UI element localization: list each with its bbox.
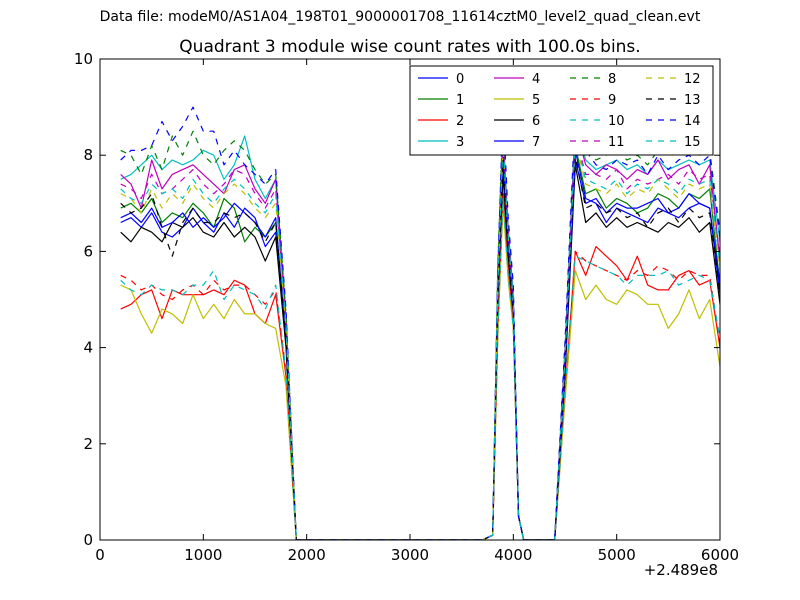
legend-label: 12 xyxy=(684,72,701,87)
series-line-2 xyxy=(120,193,720,540)
legend-label: 2 xyxy=(456,114,464,129)
legend-entry-10: 10 xyxy=(570,114,625,129)
legend-label: 3 xyxy=(456,135,464,150)
x-tick-label: 3000 xyxy=(391,546,429,564)
legend-entry-0: 0 xyxy=(418,72,464,87)
chart-title: Quadrant 3 module wise count rates with … xyxy=(179,37,641,57)
legend-label: 0 xyxy=(456,72,464,87)
y-tick-label: 2 xyxy=(83,435,93,453)
legend-entry-7: 7 xyxy=(494,135,540,150)
series-line-13 xyxy=(120,154,720,540)
legend-label: 7 xyxy=(532,135,540,150)
legend-label: 5 xyxy=(532,93,540,108)
series-layer xyxy=(120,106,720,540)
y-tick-label: 0 xyxy=(83,531,93,549)
legend-entry-13: 13 xyxy=(646,93,701,108)
legend-label: 1 xyxy=(456,93,464,108)
legend-entry-14: 14 xyxy=(646,114,701,129)
legend-entry-12: 12 xyxy=(646,72,701,87)
series-line-7 xyxy=(120,154,720,540)
legend-label: 4 xyxy=(532,72,540,87)
legend-entry-4: 4 xyxy=(494,72,540,87)
series-line-11 xyxy=(120,135,720,540)
series-line-12 xyxy=(120,140,720,540)
series-line-6 xyxy=(120,164,720,540)
x-tick-label: 2000 xyxy=(288,546,326,564)
x-tick-label: 4000 xyxy=(494,546,532,564)
series-line-10 xyxy=(120,197,720,540)
series-line-3 xyxy=(120,120,720,540)
legend-label: 11 xyxy=(608,135,625,150)
series-line-14 xyxy=(120,106,720,540)
figure-supertitle: Data file: modeM0/AS1A04_198T01_90000017… xyxy=(99,9,701,25)
legend-label: 9 xyxy=(608,93,616,108)
legend-entry-15: 15 xyxy=(646,135,701,150)
y-tick-label: 4 xyxy=(83,339,93,357)
series-line-8 xyxy=(120,111,720,540)
legend-entry-8: 8 xyxy=(570,72,616,87)
x-tick-label: 6000 xyxy=(701,546,739,564)
x-offset-label: +2.489e8 xyxy=(643,561,718,579)
legend-label: 6 xyxy=(532,114,540,129)
legend-entry-5: 5 xyxy=(494,93,540,108)
series-line-15 xyxy=(120,135,720,540)
series-line-5 xyxy=(120,202,720,540)
x-tick-label: 5000 xyxy=(598,546,636,564)
series-line-4 xyxy=(120,125,720,540)
legend-label: 8 xyxy=(608,72,616,87)
legend-entry-3: 3 xyxy=(418,135,464,150)
y-tick-label: 8 xyxy=(83,146,93,164)
legend-entry-9: 9 xyxy=(570,93,616,108)
series-line-0 xyxy=(120,149,720,540)
legend-label: 15 xyxy=(684,135,701,150)
x-tick-label: 1000 xyxy=(184,546,222,564)
legend-entry-11: 11 xyxy=(570,135,625,150)
series-line-9 xyxy=(120,193,720,540)
x-tick-label: 0 xyxy=(95,546,105,564)
series-line-1 xyxy=(120,145,720,540)
legend-label: 13 xyxy=(684,93,701,108)
legend-label: 14 xyxy=(684,114,701,129)
legend-entry-6: 6 xyxy=(494,114,540,129)
y-tick-label: 6 xyxy=(83,242,93,260)
legend-label: 10 xyxy=(608,114,625,129)
legend-box xyxy=(409,65,714,156)
legend-entry-1: 1 xyxy=(418,93,464,108)
y-tick-label: 10 xyxy=(74,50,93,68)
legend-entry-2: 2 xyxy=(418,114,464,129)
